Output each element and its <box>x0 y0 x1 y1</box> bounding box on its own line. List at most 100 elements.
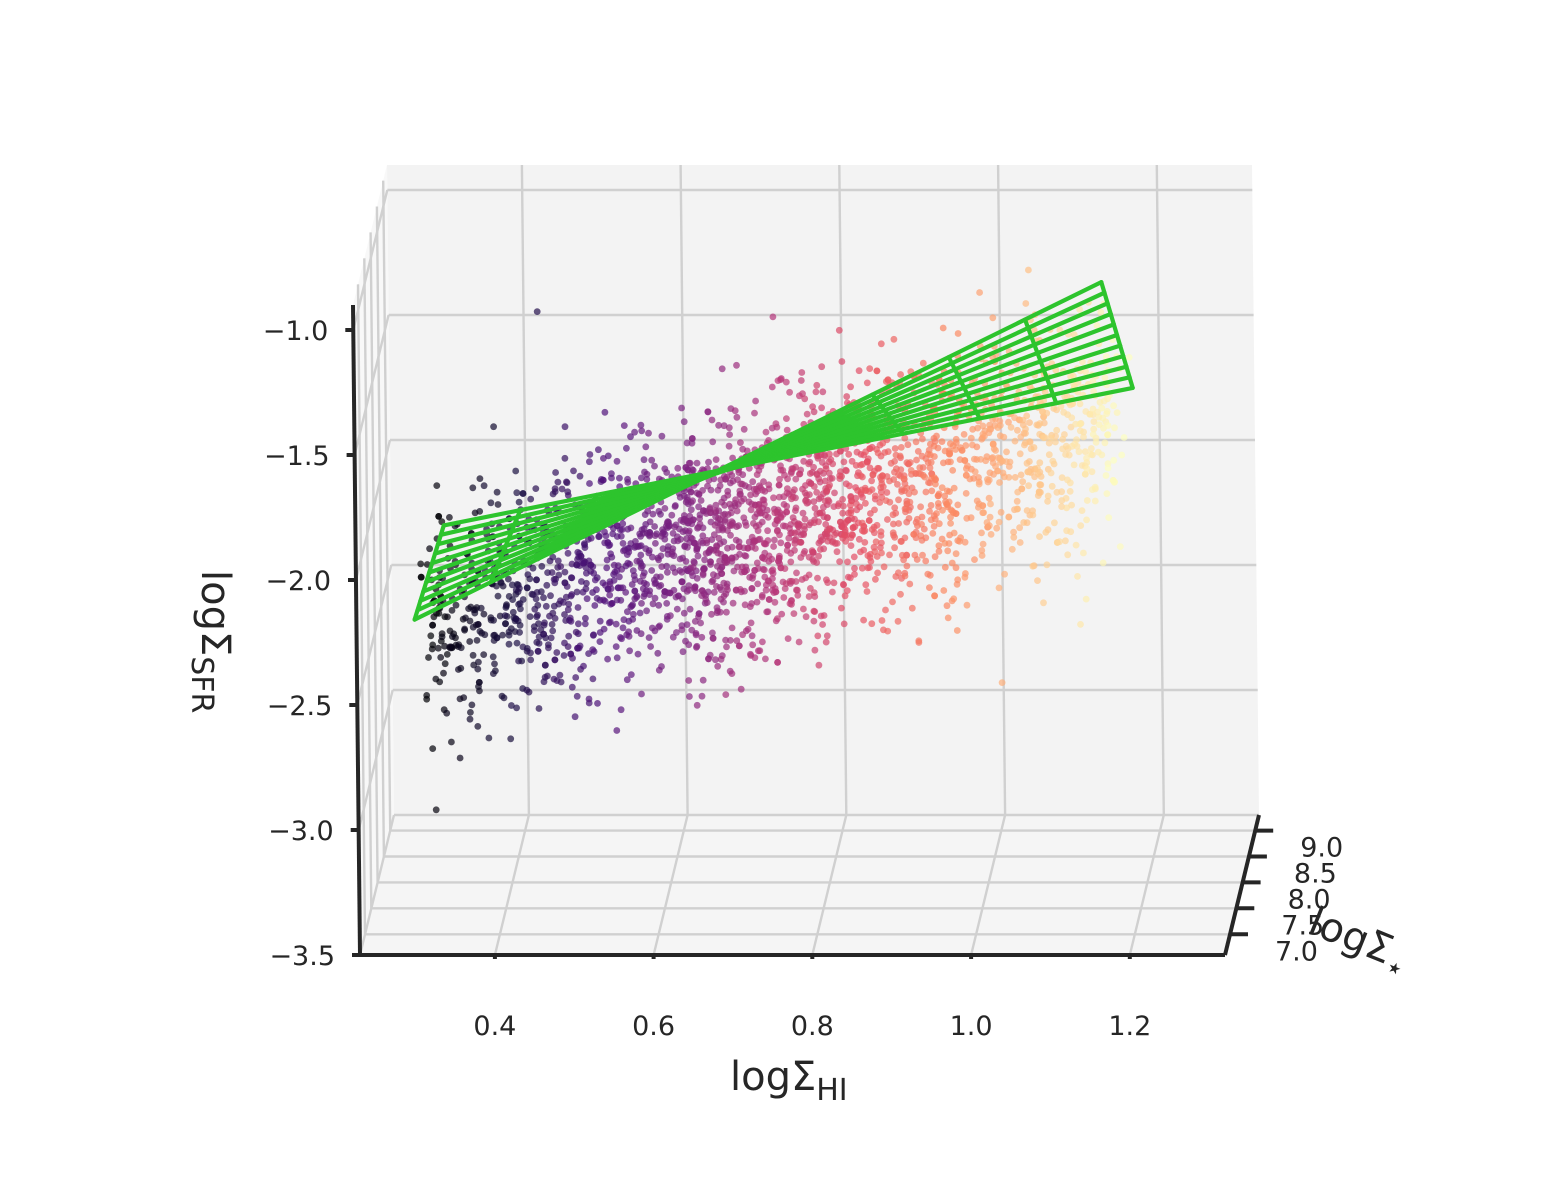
data-point <box>1068 414 1076 422</box>
data-point <box>947 520 954 527</box>
data-point <box>626 647 633 655</box>
x-tick-label: 0.6 <box>632 1011 675 1042</box>
data-point <box>844 558 851 566</box>
data-point <box>745 484 753 491</box>
data-point <box>760 496 768 504</box>
data-point <box>735 642 743 650</box>
data-point <box>826 525 834 533</box>
data-point <box>685 586 693 594</box>
data-point <box>1005 513 1013 521</box>
data-point <box>995 518 1003 526</box>
data-point <box>895 496 902 504</box>
data-point <box>922 488 930 496</box>
data-point <box>619 624 627 632</box>
z-tick-label: −2.5 <box>267 691 333 722</box>
data-point <box>619 540 627 547</box>
data-point <box>611 568 619 576</box>
data-point <box>866 365 874 372</box>
data-point <box>1076 400 1084 408</box>
data-point <box>634 650 642 658</box>
data-point <box>440 669 447 677</box>
data-point <box>699 532 707 540</box>
data-point <box>744 544 752 552</box>
data-point <box>1076 427 1084 435</box>
data-point <box>668 511 676 519</box>
data-point <box>643 470 651 478</box>
data-point <box>904 441 912 449</box>
data-point <box>668 551 676 558</box>
data-point <box>648 456 656 464</box>
data-point <box>847 534 855 542</box>
data-point <box>986 469 994 477</box>
data-point <box>698 587 706 594</box>
data-point <box>606 591 614 599</box>
data-point <box>589 646 597 653</box>
data-point <box>550 675 558 683</box>
data-point <box>800 605 807 613</box>
data-point <box>820 612 828 619</box>
data-point <box>1008 545 1016 553</box>
data-point <box>467 709 474 716</box>
data-point <box>637 630 645 638</box>
data-point <box>723 643 730 651</box>
data-point <box>1095 421 1103 428</box>
data-point <box>426 545 433 553</box>
data-point <box>693 575 701 582</box>
data-point <box>753 598 761 606</box>
data-point <box>678 404 685 412</box>
data-point <box>1019 478 1027 486</box>
data-point <box>674 464 682 472</box>
data-point <box>595 532 603 540</box>
data-point <box>961 457 969 464</box>
data-point <box>950 595 958 603</box>
data-point <box>623 444 630 452</box>
data-point <box>950 484 958 492</box>
data-point <box>958 447 966 454</box>
data-point <box>512 467 520 475</box>
data-point <box>897 466 905 474</box>
data-point <box>1120 434 1128 441</box>
data-point <box>477 604 485 612</box>
data-point <box>705 458 712 466</box>
data-point <box>557 563 565 570</box>
data-point <box>945 498 953 506</box>
data-point <box>646 591 653 598</box>
data-point <box>627 671 635 678</box>
data-point <box>1111 478 1118 486</box>
data-point <box>703 536 711 544</box>
data-point <box>736 543 743 550</box>
tick-labels: 0.4 0.6 0.8 1.0 1.2 −3.5 −3.0 −2.5 −2.0 −1.5 −1.0 7… <box>263 316 1343 1042</box>
data-point <box>591 602 599 609</box>
data-point <box>1048 482 1056 490</box>
data-point <box>919 551 926 559</box>
data-point <box>801 489 809 497</box>
data-point <box>699 570 707 577</box>
data-point <box>446 627 454 635</box>
data-point <box>805 571 813 579</box>
data-point <box>1025 266 1032 274</box>
data-point <box>1044 492 1052 500</box>
data-point <box>840 458 848 466</box>
data-point <box>1041 388 1049 396</box>
data-point <box>1024 468 1032 476</box>
data-point <box>461 625 468 633</box>
data-point <box>679 528 687 535</box>
data-point <box>963 601 971 609</box>
data-point <box>822 638 830 646</box>
data-point <box>1049 457 1057 465</box>
data-point <box>533 576 540 584</box>
data-point <box>989 314 997 322</box>
data-point <box>1034 577 1041 584</box>
data-point <box>889 511 897 519</box>
data-point <box>1026 419 1033 426</box>
data-point <box>788 600 795 608</box>
data-point <box>1010 528 1017 536</box>
data-point <box>843 587 851 594</box>
data-point <box>452 601 460 609</box>
data-point <box>971 468 979 476</box>
data-point <box>551 656 559 664</box>
data-point <box>926 464 934 472</box>
data-point <box>573 588 581 596</box>
data-point <box>829 588 836 596</box>
data-point <box>1062 451 1069 458</box>
